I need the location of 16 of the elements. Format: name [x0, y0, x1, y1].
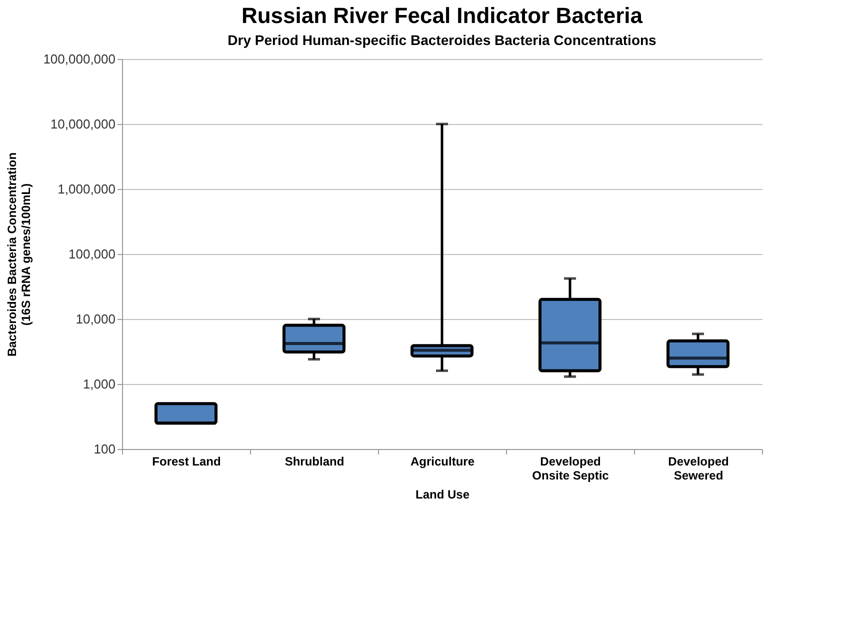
- y-axis-title: Bacteroides Bacteria Concentration (16S rRNA genes/100mL): [5, 152, 34, 357]
- x-tick-label: Developed Onsite Septic: [532, 454, 610, 482]
- y-tick-label: 100: [94, 442, 116, 456]
- x-tick-label: Shrubland: [284, 454, 344, 468]
- y-tick-label: 10,000,000: [50, 116, 116, 132]
- x-tick-label: Forest Land: [152, 454, 221, 468]
- y-tick-label: 100,000,000: [43, 52, 116, 66]
- chart-title: Russian River Fecal Indicator Bacteria: [241, 3, 644, 28]
- chart-subtitle: Dry Period Human-specific Bacteroides Bacteria Concentrations: [228, 32, 657, 48]
- x-tick-label: Developed Sewered: [668, 454, 729, 482]
- y-tick-label: 1,000: [82, 376, 116, 392]
- x-axis-title: Land Use: [415, 488, 470, 502]
- x-tick-label: Agriculture: [410, 454, 475, 468]
- y-tick-label: 1,000,000: [58, 182, 116, 196]
- y-tick-label: 10,000: [76, 312, 116, 326]
- y-tick-label: 100,000: [68, 246, 116, 262]
